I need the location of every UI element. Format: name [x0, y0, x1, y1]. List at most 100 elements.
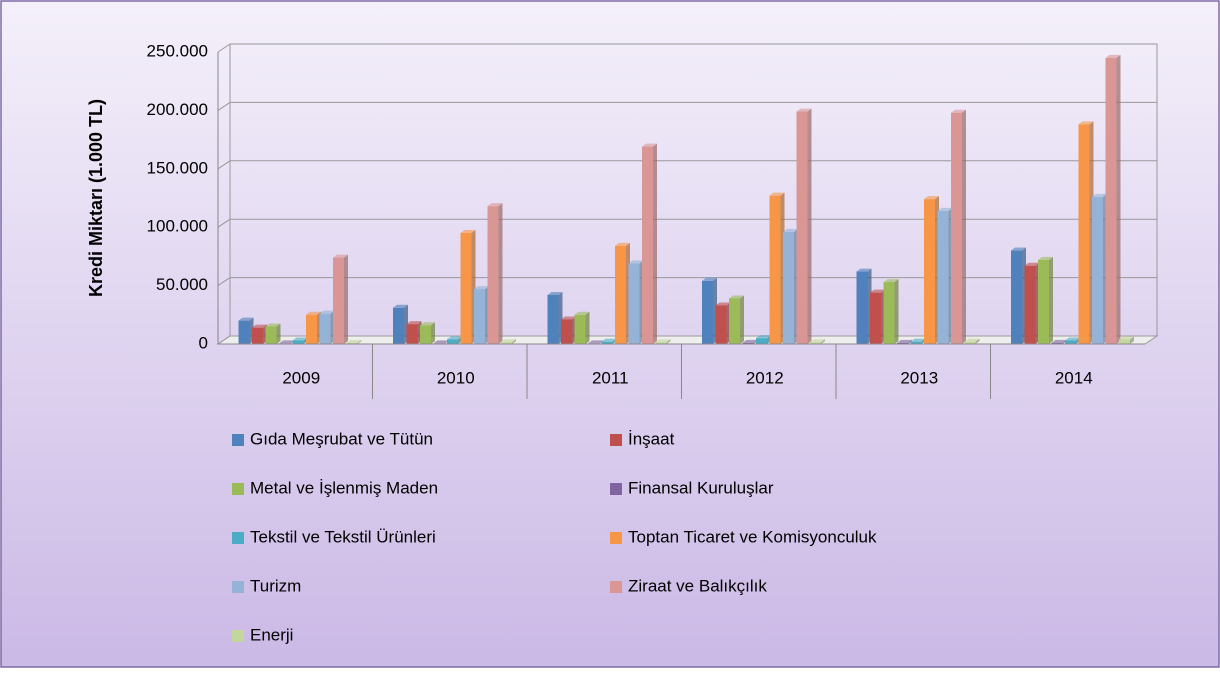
legend-label: Tekstil ve Tekstil Ürünleri [250, 527, 436, 546]
bar-top [252, 324, 267, 328]
bar-top [910, 338, 926, 342]
bar-top [601, 338, 617, 342]
legend-label: Enerji [250, 625, 293, 644]
bar [292, 340, 304, 344]
legend-label: Turizm [250, 576, 301, 595]
y-tick-label: 150.000 [147, 158, 208, 177]
bar-side [585, 311, 590, 344]
x-tick-label: 2010 [437, 368, 475, 387]
bar [474, 289, 485, 344]
bar [1105, 57, 1117, 345]
bar [393, 307, 404, 344]
grid-line-side [217, 335, 231, 345]
grid-line-side [217, 218, 231, 228]
bar [897, 342, 908, 344]
bar-top [1024, 262, 1040, 266]
bar-side [807, 108, 812, 345]
bar-side [1116, 54, 1121, 345]
bar [306, 314, 317, 344]
bar-top [742, 339, 758, 343]
bar-top [501, 339, 516, 343]
bar [501, 342, 512, 344]
bar [1065, 340, 1076, 344]
bar [319, 313, 331, 344]
bar [487, 206, 499, 344]
bar-top [1065, 337, 1080, 341]
bar-top [420, 322, 435, 326]
x-tick-label: 2009 [282, 368, 320, 387]
legend-label: İnşaat [628, 429, 675, 448]
bar [1119, 339, 1130, 344]
bar-top [447, 336, 462, 340]
bar-top [406, 321, 422, 325]
bar-top [487, 203, 503, 207]
bar-top [1038, 256, 1053, 260]
bar-side [894, 279, 899, 344]
bar [252, 327, 263, 344]
bar [715, 305, 727, 344]
bar [1092, 196, 1103, 344]
bar [333, 257, 344, 344]
bar-top [628, 260, 644, 264]
legend-label: Ziraat ve Balıkçılık [628, 576, 767, 595]
bar [1038, 259, 1049, 344]
bar-top [346, 339, 362, 343]
bar-top [433, 340, 449, 344]
bar-top [796, 108, 812, 112]
bar-side [1130, 336, 1134, 344]
y-tick-label: 50.000 [156, 275, 208, 294]
bar-side [512, 339, 516, 344]
bar [1024, 265, 1036, 344]
bar [870, 292, 881, 344]
legend-swatch [232, 630, 244, 642]
bar-top [756, 335, 771, 339]
bar-side [962, 109, 966, 345]
bar [756, 338, 767, 344]
bar-side [821, 339, 825, 344]
bar-top [393, 304, 408, 308]
bar [1078, 124, 1090, 344]
bar-top [642, 143, 657, 147]
bar-side [276, 323, 281, 344]
legend-swatch [610, 483, 622, 495]
bar [642, 146, 653, 344]
bar-top [547, 291, 563, 295]
legend-swatch [232, 532, 244, 544]
bar-top [655, 339, 671, 343]
x-tick-label: 2014 [1055, 368, 1093, 387]
bar [769, 195, 781, 344]
bar [547, 294, 559, 344]
bar [655, 342, 667, 344]
bar-top [615, 242, 630, 246]
bar [964, 341, 976, 344]
bar-top [265, 323, 281, 327]
bar [742, 342, 754, 344]
bar [796, 111, 808, 345]
bar [601, 341, 613, 344]
bar-top [292, 337, 308, 341]
legend-swatch [610, 532, 622, 544]
bar-top [574, 311, 590, 315]
bar [406, 324, 418, 344]
grid-line-side [217, 101, 231, 111]
legend-label: Finansal Kuruluşlar [628, 478, 774, 497]
bar [951, 112, 962, 345]
bar-top [702, 277, 717, 281]
bar-top [964, 338, 980, 342]
bar-top [810, 339, 825, 343]
legend-label: Toptan Ticaret ve Komisyonculuk [628, 527, 877, 546]
grid-line-side [217, 160, 231, 170]
bar-top [951, 109, 966, 113]
bar-top [715, 302, 731, 306]
y-tick-label: 0 [199, 333, 208, 352]
bar-top [856, 268, 872, 272]
bar [628, 263, 640, 344]
bar-top [769, 192, 785, 196]
bar [937, 210, 949, 344]
legend-label: Gıda Meşrubat ve Tütün [250, 429, 433, 448]
bar [810, 342, 821, 344]
legend-swatch [232, 434, 244, 446]
bar-side [975, 338, 980, 344]
legend-swatch [610, 581, 622, 593]
grid-line-side [217, 277, 231, 287]
